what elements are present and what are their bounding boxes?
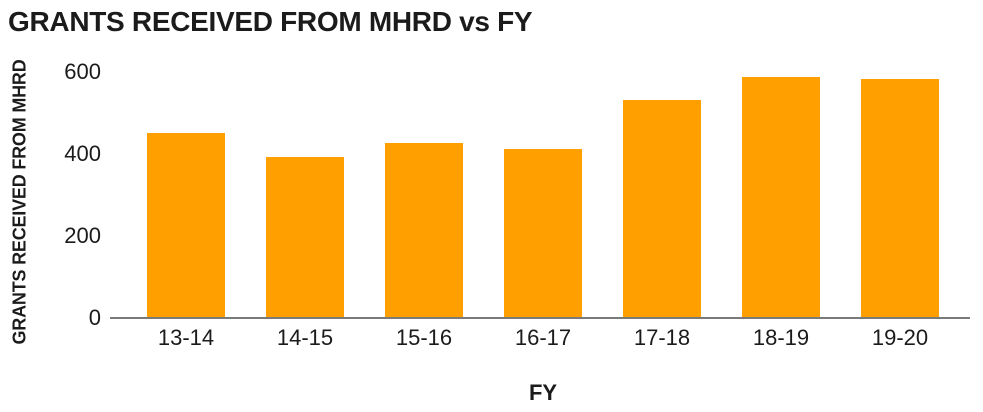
x-tick-label: 19-20 <box>871 325 929 350</box>
x-tick-label: 15-16 <box>395 325 453 350</box>
x-tick-label: 13-14 <box>157 325 215 350</box>
x-tick-label: 18-19 <box>752 325 810 350</box>
x-axis-title: FY <box>528 380 558 405</box>
y-tick-label: 400 <box>64 141 101 166</box>
x-tick-label: 17-18 <box>633 325 691 350</box>
y-tick-label: 0 <box>88 305 101 330</box>
y-tick-label: 200 <box>64 223 101 248</box>
x-tick-label: 16-17 <box>514 325 572 350</box>
bar <box>742 77 820 317</box>
bar <box>861 79 939 317</box>
chart-title: GRANTS RECEIVED FROM MHRD vs FY <box>8 6 533 37</box>
bar <box>385 142 463 317</box>
y-tick-label: 600 <box>64 59 101 84</box>
x-tick-label: 14-15 <box>276 325 334 350</box>
bar <box>266 157 344 317</box>
bar <box>623 99 701 317</box>
y-axis-title: GRANTS RECEIVED FROM MHRD <box>9 59 30 345</box>
x-axis-line <box>110 317 970 319</box>
bar <box>504 148 582 317</box>
bar <box>147 132 225 317</box>
